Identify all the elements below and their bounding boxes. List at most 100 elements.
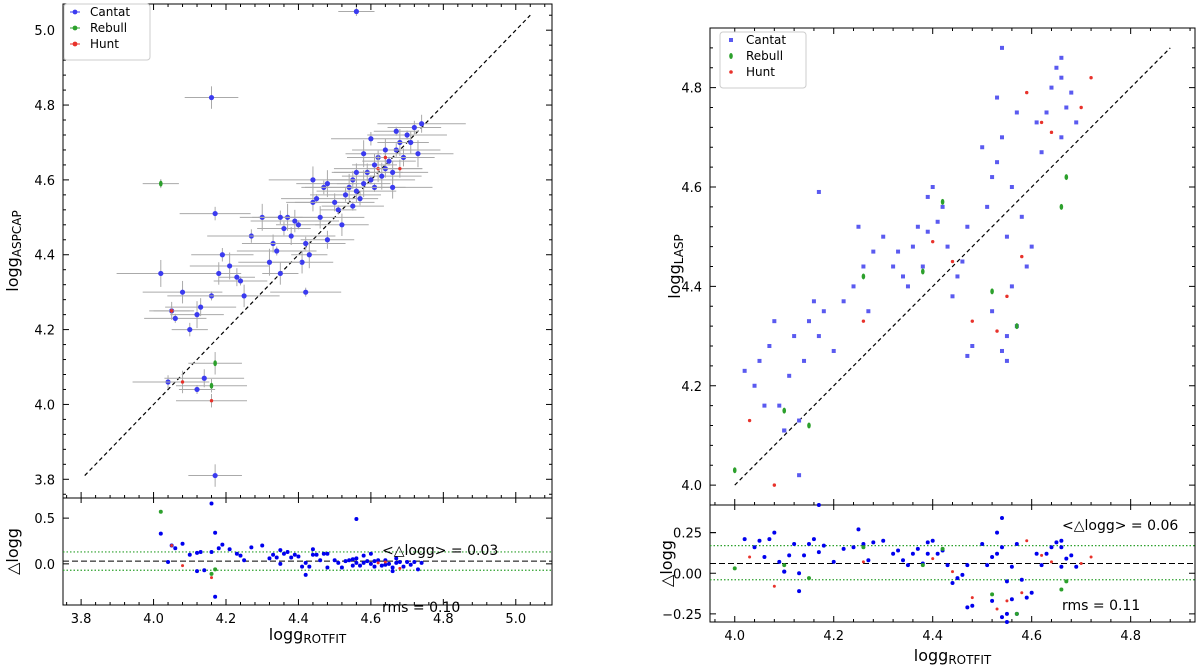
residual-point-cantat — [999, 545, 1004, 550]
x-tick-label: 5.0 — [505, 612, 526, 627]
residual-point-cantat — [158, 531, 163, 536]
data-point-cantat — [277, 214, 283, 220]
data-point-cantat — [172, 315, 178, 321]
residual-point-cantat — [358, 563, 363, 568]
residual-point-cantat — [173, 546, 178, 551]
residual-point-cantat — [831, 559, 836, 564]
residual-point-cantat — [1064, 556, 1069, 561]
data-point-cantat — [999, 348, 1004, 353]
data-point-cantat — [762, 403, 767, 408]
data-point-cantat — [277, 270, 283, 277]
x-tick-label: 4.0 — [143, 612, 164, 627]
data-point-cantat — [419, 121, 425, 127]
legend-label: Rebull — [746, 49, 783, 63]
data-point-cantat — [797, 418, 802, 423]
residual-point-cantat — [394, 556, 399, 561]
data-point-cantat — [945, 244, 950, 249]
residual-point-rebull — [1014, 611, 1019, 616]
data-point-cantat — [797, 473, 802, 478]
data-point-cantat — [408, 139, 414, 146]
y-tick-label: 4.4 — [34, 249, 55, 264]
residual-point-cantat — [797, 589, 802, 594]
residual-point-cantat — [213, 594, 218, 599]
residual-point-cantat — [234, 551, 239, 556]
data-point-rebull — [209, 382, 214, 389]
residual-point-cantat — [249, 545, 254, 550]
residual-point-cantat — [757, 538, 762, 543]
data-point-cantat — [990, 175, 995, 180]
residual-point-hunt — [1089, 555, 1093, 559]
data-point-hunt — [747, 418, 752, 423]
rms-text: rms = 0.11 — [1062, 598, 1140, 614]
data-point-cantat — [194, 386, 200, 393]
data-point-rebull — [1064, 174, 1069, 181]
data-point-cantat — [1069, 90, 1074, 95]
data-point-hunt — [970, 319, 974, 323]
residual-point-hunt — [170, 544, 174, 548]
residual-point-hunt — [748, 555, 752, 559]
data-point-rebull — [1015, 323, 1019, 330]
residual-point-cantat — [394, 560, 399, 565]
data-point-cantat — [970, 344, 975, 348]
residual-point-cantat — [195, 569, 200, 574]
data-point-cantat — [1009, 185, 1014, 189]
residual-point-cantat — [1004, 620, 1009, 624]
residual-point-cantat — [841, 546, 846, 551]
res-y-tick-label: 0.0 — [34, 558, 55, 573]
residual-point-cantat — [990, 555, 995, 559]
residual-point-hunt — [970, 596, 974, 600]
legend-box — [719, 31, 807, 89]
residual-y-axis-label: △logg — [3, 528, 22, 575]
residual-point-cantat — [198, 549, 203, 554]
data-point-cantat — [324, 237, 331, 243]
y-tick-label: 3.8 — [34, 473, 55, 488]
residual-point-cantat — [806, 542, 811, 546]
residual-point-cantat — [856, 527, 861, 532]
residual-point-cantat — [1074, 564, 1079, 569]
residual-point-cantat — [777, 559, 782, 564]
data-point-cantat — [950, 294, 955, 299]
data-point-cantat — [901, 274, 906, 279]
residual-y-axis-label: △logg — [657, 540, 676, 587]
residual-point-cantat — [742, 537, 747, 542]
data-point-cantat — [212, 210, 218, 217]
data-point-cantat — [999, 135, 1004, 140]
residual-point-cantat — [999, 516, 1004, 520]
residual-point-cantat — [1054, 540, 1059, 545]
residual-point-cantat — [851, 545, 856, 550]
residual-point-cantat — [816, 550, 821, 555]
residual-point-cantat — [202, 568, 207, 573]
residual-point-cantat — [871, 540, 876, 545]
data-point-hunt — [1049, 130, 1054, 135]
data-point-cantat — [1004, 334, 1009, 339]
residual-point-hunt — [931, 557, 935, 561]
data-point-cantat — [1014, 110, 1019, 115]
residual-point-cantat — [762, 555, 767, 559]
data-point-cantat — [787, 373, 792, 378]
residual-point-cantat — [365, 559, 370, 564]
data-point-cantat — [404, 132, 410, 138]
x-tick-label: 4.2 — [823, 629, 844, 644]
data-point-cantat — [816, 189, 821, 194]
residual-point-cantat — [910, 551, 915, 556]
data-point-cantat — [219, 252, 225, 258]
residual-point-cantat — [310, 547, 315, 552]
legend: Cantat Rebull Hunt — [719, 31, 807, 89]
residual-point-rebull — [990, 592, 995, 597]
legend-label: Rebull — [90, 21, 127, 35]
data-point-cantat — [281, 225, 287, 232]
residual-point-cantat — [965, 563, 970, 568]
data-point-cantat — [891, 264, 896, 269]
residual-point-cantat — [187, 552, 192, 557]
residual-point-cantat — [354, 560, 359, 565]
data-point-cantat — [1019, 214, 1024, 219]
data-point-cantat — [990, 309, 995, 314]
data-point-cantat — [342, 192, 349, 198]
residual-point-cantat — [419, 560, 424, 565]
data-point-hunt — [209, 398, 214, 403]
residual-point-cantat — [350, 557, 355, 562]
data-point-cantat — [1059, 75, 1064, 80]
data-point-cantat — [782, 428, 787, 433]
data-point-cantat — [1009, 284, 1014, 289]
